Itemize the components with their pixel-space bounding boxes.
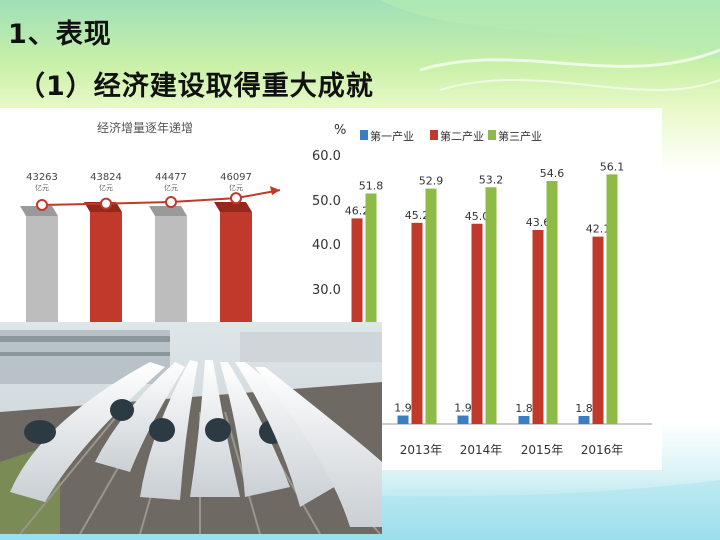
bar-secondary	[351, 218, 363, 424]
y-axis-ticks: 60.0 50.0 40.0 30.0	[312, 149, 341, 298]
left-value-label: 43824	[90, 172, 122, 183]
trend-marker	[100, 197, 112, 210]
legend-swatch-secondary	[430, 130, 438, 140]
trend-marker	[36, 198, 48, 211]
bar-value-label: 45.0	[465, 210, 490, 223]
left-bar-top	[214, 202, 252, 212]
bar-tertiary	[546, 181, 558, 424]
bar-primary	[457, 415, 469, 424]
bar-tertiary	[365, 193, 377, 424]
bar-tertiary	[425, 188, 437, 424]
y-tick: 60.0	[312, 149, 341, 164]
bar-value-label: 43.6	[526, 216, 551, 229]
bar-value-label: 51.8	[359, 179, 384, 192]
left-unit-label: 亿元	[229, 183, 243, 192]
left-chart-title: 经济增量逐年递增	[97, 120, 193, 135]
legend-swatch-tertiary	[488, 130, 496, 140]
trend-marker	[230, 192, 242, 205]
left-value-label: 43263	[26, 172, 58, 183]
left-bar	[26, 216, 58, 326]
legend-label-tertiary: 第三产业	[498, 129, 542, 143]
y-axis-unit: %	[334, 123, 346, 138]
bar-secondary	[411, 222, 423, 424]
bar-value-label: 52.9	[419, 175, 444, 188]
page-subheading: （1）经济建设取得重大成就	[18, 71, 374, 102]
train-noses	[10, 360, 382, 527]
left-unit-label: 亿元	[35, 183, 49, 192]
y-tick: 30.0	[312, 283, 341, 298]
bar-tertiary	[485, 187, 497, 424]
high-speed-trains-photo	[0, 322, 382, 534]
left-bar	[155, 216, 187, 326]
page-heading: 1、表现	[8, 19, 112, 50]
bar-tertiary	[606, 174, 618, 424]
bar-primary	[518, 415, 530, 424]
left-value-label: 46097	[220, 172, 252, 183]
bar-value-label: 1.8	[575, 402, 593, 415]
bar-value-label: 45.2	[405, 209, 430, 222]
y-tick: 50.0	[312, 194, 341, 209]
left-bar-top	[20, 206, 58, 216]
bar-primary	[397, 415, 409, 424]
left-unit-label: 亿元	[99, 183, 113, 192]
left-bar	[220, 212, 252, 326]
bar-value-label: 1.9	[454, 402, 472, 415]
bar-value-label: 1.9	[394, 402, 412, 415]
bar-secondary	[532, 229, 544, 424]
y-tick: 40.0	[312, 238, 341, 253]
legend: 第一产业 第二产业 第三产业	[360, 129, 542, 143]
economic-increment-chart: 经济增量逐年递增 43263 亿元 43824 亿元 44477 亿元 46097 亿元	[0, 108, 302, 326]
category-label: 2016年	[581, 443, 624, 457]
category-label: 2014年	[460, 443, 503, 457]
left-unit-label: 亿元	[164, 183, 178, 192]
left-value-label: 44477	[155, 172, 187, 183]
bar-value-label: 54.6	[540, 167, 565, 180]
category-label: 2013年	[400, 443, 443, 457]
bar-value-label: 1.8	[515, 402, 533, 415]
category-label: 2015年	[521, 443, 564, 457]
bar-secondary	[592, 236, 604, 424]
legend-label-secondary: 第二产业	[440, 129, 484, 143]
legend-label-primary: 第一产业	[370, 129, 414, 143]
left-bar-top	[149, 206, 187, 216]
bar-value-label: 56.1	[600, 160, 625, 173]
bar-value-label: 46.2	[345, 204, 370, 217]
trend-arrowhead	[270, 186, 280, 196]
bar-value-label: 53.2	[479, 173, 504, 186]
bar-primary	[578, 415, 590, 424]
trend-marker	[165, 196, 177, 209]
bar-value-label: 42.1	[586, 223, 611, 236]
bar-secondary	[471, 223, 483, 424]
left-bar	[90, 212, 122, 326]
legend-swatch-primary	[360, 130, 368, 140]
